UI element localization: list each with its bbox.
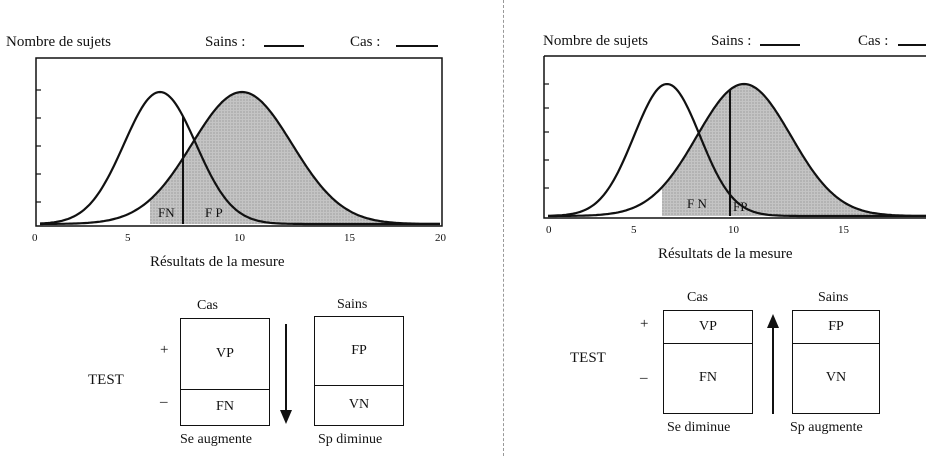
distribution-plot — [543, 55, 926, 219]
fp-cell: FP — [793, 311, 879, 344]
x-tick-label: 5 — [631, 224, 637, 236]
vp-cell: VP — [181, 319, 269, 390]
arrow-up-icon — [767, 314, 779, 414]
caption-se: Se diminue — [667, 420, 731, 435]
cas-curve — [40, 90, 440, 226]
x-tick-label: 0 — [546, 224, 552, 236]
right-panel: Nombre de sujets Sains : Cas : F N FP 0 … — [512, 0, 926, 456]
cas-box: VP FN — [663, 310, 753, 414]
arrow-down-icon — [280, 324, 292, 424]
fp-region-label: F P — [205, 205, 223, 220]
minus-sign: – — [640, 370, 648, 386]
fn-region-label: F N — [687, 196, 707, 211]
x-tick-label: 10 — [234, 232, 245, 244]
legend-cas-line — [396, 45, 438, 47]
legend-sains-line — [760, 44, 800, 46]
cas-curve — [548, 82, 926, 218]
left-panel: Nombre de sujets Sains : Cas : FN F P 0 … — [6, 34, 446, 447]
x-tick-label: 15 — [838, 224, 849, 236]
caption-sp: Sp augmente — [790, 420, 863, 435]
cas-shaded-area — [150, 92, 440, 224]
y-axis-label: Nombre de sujets — [543, 33, 648, 49]
x-tick-label: 5 — [125, 232, 131, 244]
col-header-sains: Sains — [818, 290, 849, 305]
x-tick-label: 10 — [728, 224, 739, 236]
sains-curve — [548, 83, 926, 218]
row-label-test: TEST — [570, 350, 606, 366]
cas-shaded-area — [662, 84, 926, 216]
sains-box: FP VN — [314, 316, 404, 426]
panel-divider — [503, 0, 504, 456]
fn-cell: FN — [216, 399, 234, 414]
y-axis-label: Nombre de sujets — [6, 34, 111, 50]
fp-region-label: FP — [733, 199, 748, 214]
legend-cas-line — [898, 44, 926, 46]
caption-se: Se augmente — [180, 432, 252, 447]
caption-sp: Sp diminue — [318, 432, 383, 447]
fp-cell: FP — [315, 317, 403, 386]
x-axis-label: Résultats de la mesure — [150, 254, 285, 270]
legend-sains-label: Sains : — [205, 34, 246, 50]
y-ticks — [36, 89, 41, 203]
x-tick-label: 0 — [32, 232, 38, 244]
minus-sign: – — [160, 394, 168, 410]
row-label-test: TEST — [88, 372, 124, 388]
col-header-sains: Sains — [337, 297, 368, 312]
col-header-cas: Cas — [197, 298, 218, 313]
cas-box: VP FN — [180, 318, 270, 426]
plot-frame — [35, 57, 443, 227]
y-ticks — [544, 83, 549, 189]
fn-cell: FN — [699, 370, 717, 385]
x-axis-label: Résultats de la mesure — [658, 246, 793, 262]
vn-cell: VN — [825, 370, 847, 385]
legend-cas-label: Cas : — [350, 34, 381, 50]
plus-sign: + — [160, 342, 169, 358]
legend-cas-label: Cas : — [858, 33, 889, 49]
fn-region-label: FN — [158, 205, 175, 220]
sains-box: FP VN — [792, 310, 880, 414]
vp-cell: VP — [664, 311, 752, 344]
distribution-plot — [35, 57, 443, 227]
legend-sains-label: Sains : — [711, 33, 752, 49]
plus-sign: + — [640, 316, 649, 332]
x-tick-label: 20 — [435, 232, 446, 244]
sains-curve — [39, 90, 440, 226]
col-header-cas: Cas — [687, 290, 708, 305]
vn-cell: VN — [348, 397, 370, 412]
legend-sains-line — [264, 45, 304, 47]
x-tick-label: 15 — [344, 232, 355, 244]
plot-frame — [543, 55, 926, 219]
